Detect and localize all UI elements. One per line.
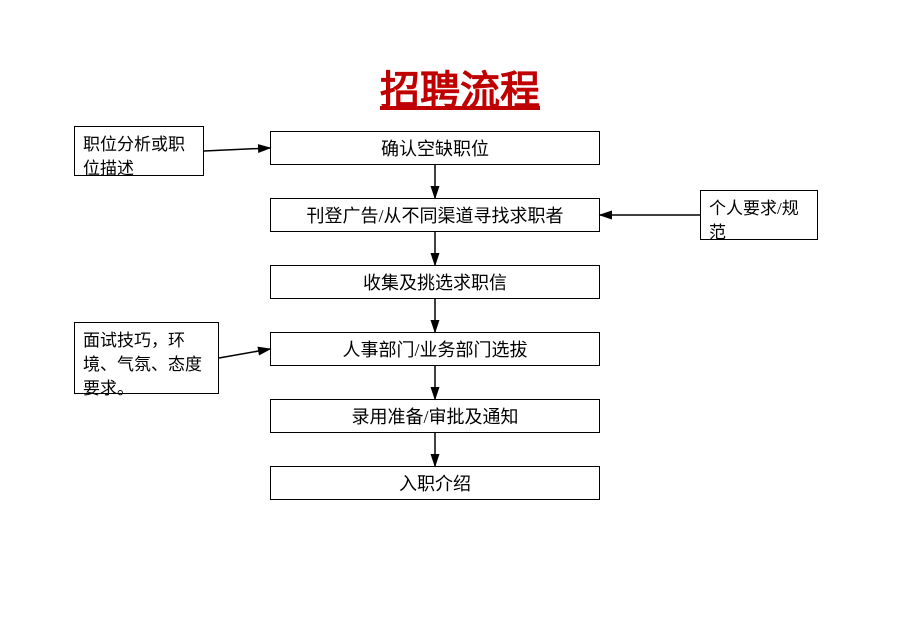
step-approval-notify: 录用准备/审批及通知: [270, 399, 600, 433]
note-req: 个人要求/规范: [700, 190, 818, 240]
step-advertise: 刊登广告/从不同渠道寻找求职者: [270, 198, 600, 232]
note-interview: 面试技巧，环境、气氛、态度要求。: [74, 322, 219, 394]
note-job-desc: 职位分析或职位描述: [74, 126, 204, 176]
step-collect-select: 收集及挑选求职信: [270, 265, 600, 299]
step-onboarding: 入职介绍: [270, 466, 600, 500]
step-hr-dept-select: 人事部门/业务部门选拔: [270, 332, 600, 366]
step-confirm-vacancy: 确认空缺职位: [270, 131, 600, 165]
page-title: 招聘流程: [380, 58, 540, 116]
